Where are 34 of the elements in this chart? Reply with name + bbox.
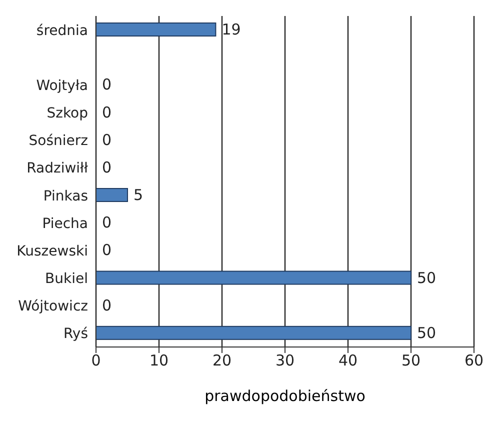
y-tick-label: średnia [36,22,88,39]
x-tick-label: 40 [338,352,358,370]
data-label: 0 [102,130,112,149]
x-tick-label: 30 [275,352,295,370]
x-tick-label: 60 [464,352,484,370]
x-tick-label: 50 [401,352,421,370]
x-axis-title: prawdopodobieństwo [204,387,366,405]
y-tick-label: Wójtowicz [18,298,88,315]
y-tick-label: Szkop [46,106,88,122]
y-tick-label: Pinkas [43,188,88,204]
data-label: 0 [102,103,112,122]
data-label: 50 [417,324,436,342]
data-label: 0 [102,214,112,232]
y-tick-label: Bukiel [45,271,88,288]
y-tick-label: Kuszewski [16,243,88,260]
bar [96,270,412,285]
x-tick-label: 10 [149,352,169,370]
data-label: 5 [134,186,144,204]
y-tick-label: Ryś [63,326,88,342]
x-tick-label: 20 [212,352,232,370]
y-tick-label: Wojtyła [36,78,88,94]
data-label: 0 [102,158,112,176]
y-tick-label: Sośnierz [28,133,88,150]
data-label: 0 [102,241,112,260]
bar [96,326,412,340]
y-tick-label: Radziwiłł [26,160,88,177]
y-tick-label: Piecha [42,216,88,232]
x-tick-label: 0 [91,352,101,370]
data-label: 0 [102,76,112,94]
bar [96,22,216,36]
data-label: 0 [102,296,112,314]
bar [96,188,128,202]
data-label: 50 [417,268,436,287]
data-label: 19 [222,20,241,38]
